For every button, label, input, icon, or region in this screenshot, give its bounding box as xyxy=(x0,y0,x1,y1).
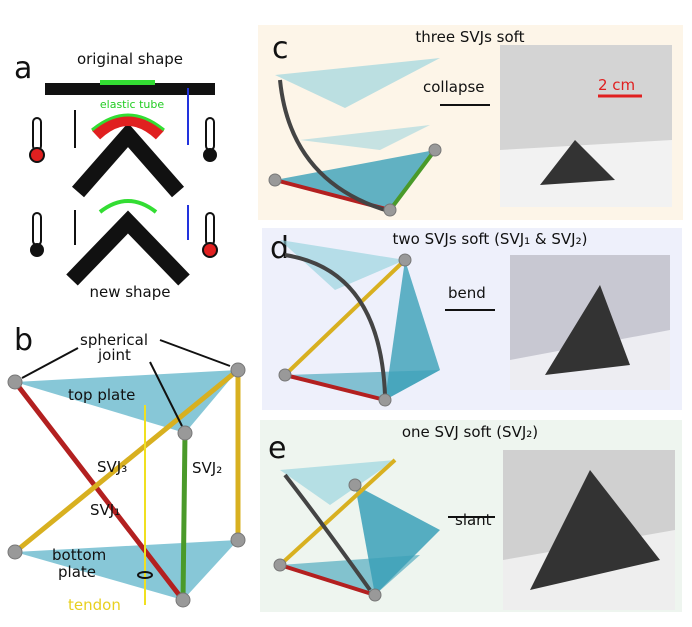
label: new shape xyxy=(89,283,170,301)
robot xyxy=(530,470,660,590)
plate xyxy=(275,58,440,108)
edge xyxy=(180,430,188,603)
joint xyxy=(177,425,193,441)
panel-title: three SVJs soft xyxy=(415,28,524,46)
panel-label: e xyxy=(268,431,286,466)
joint xyxy=(273,558,287,572)
arrow xyxy=(149,361,183,427)
joint xyxy=(428,143,442,157)
panel-title: one SVJ soft (SVJ₂) xyxy=(402,423,538,441)
plate xyxy=(280,460,395,505)
action-label: collapse xyxy=(423,78,485,96)
edge xyxy=(283,258,407,377)
bent-beam xyxy=(66,210,190,286)
label: original shape xyxy=(77,50,183,68)
bent-beam xyxy=(71,122,185,198)
joint xyxy=(383,203,397,217)
panel-b: b spherical joint top plate SVJ₃ SVJ₁ SV… xyxy=(7,323,246,614)
label: joint xyxy=(97,346,131,364)
plate xyxy=(275,150,435,210)
tube xyxy=(100,80,155,85)
joint xyxy=(278,368,292,382)
panel-a: a original shape elastic tube new shape xyxy=(14,50,218,301)
label: SVJ₃ xyxy=(97,458,127,476)
panel-e: one SVJ soft (SVJ₂) e slant xyxy=(260,420,682,612)
label: elastic tube xyxy=(100,98,164,111)
plate xyxy=(385,260,440,400)
scale-label: 2 cm xyxy=(598,76,635,94)
robot xyxy=(545,285,630,375)
joint xyxy=(175,592,191,608)
panel-label: b xyxy=(14,323,33,358)
tube-edge xyxy=(91,113,165,132)
thermometers xyxy=(29,117,218,258)
arrow-path xyxy=(284,253,387,396)
joint xyxy=(368,588,382,602)
joint xyxy=(230,532,246,548)
panel-label: d xyxy=(270,231,289,266)
plate xyxy=(280,240,405,290)
panel-label: c xyxy=(272,31,289,66)
beam xyxy=(45,83,215,95)
joint xyxy=(7,544,23,560)
edge xyxy=(278,458,397,567)
label: tendon xyxy=(68,596,121,614)
label: plate xyxy=(58,563,96,581)
joint xyxy=(348,478,362,492)
edge xyxy=(12,379,186,603)
joint xyxy=(398,253,412,267)
arrow xyxy=(21,347,79,379)
action-label: bend xyxy=(448,284,486,302)
label: SVJ₂ xyxy=(192,459,222,477)
panel-label: a xyxy=(14,51,32,86)
robot xyxy=(540,140,615,185)
plate xyxy=(300,125,430,150)
tube xyxy=(98,199,158,214)
edge xyxy=(388,148,437,212)
edge xyxy=(284,373,386,402)
panel-d: two SVJs soft (SVJ₁ & SVJ₂) d bend xyxy=(262,228,682,410)
edge xyxy=(279,563,376,597)
heated-tube xyxy=(91,114,165,140)
joint xyxy=(230,362,246,378)
action-label: slant xyxy=(455,511,492,529)
label: bottom xyxy=(52,546,106,564)
joint xyxy=(7,374,23,390)
label: top plate xyxy=(68,386,135,404)
arrow-path xyxy=(278,79,386,212)
hole xyxy=(137,571,153,579)
edge xyxy=(12,367,241,555)
plate xyxy=(280,555,420,595)
arrow xyxy=(159,339,231,367)
panel-c: three SVJs soft c collapse 2 cm xyxy=(258,25,683,220)
joint xyxy=(378,393,392,407)
arrow-path xyxy=(283,473,372,592)
label: SVJ₁ xyxy=(90,501,120,519)
panel-title: two SVJs soft (SVJ₁ & SVJ₂) xyxy=(393,230,588,248)
label: spherical xyxy=(80,331,148,349)
plate xyxy=(285,370,440,400)
bottom-plate xyxy=(15,540,238,600)
joint xyxy=(268,173,282,187)
